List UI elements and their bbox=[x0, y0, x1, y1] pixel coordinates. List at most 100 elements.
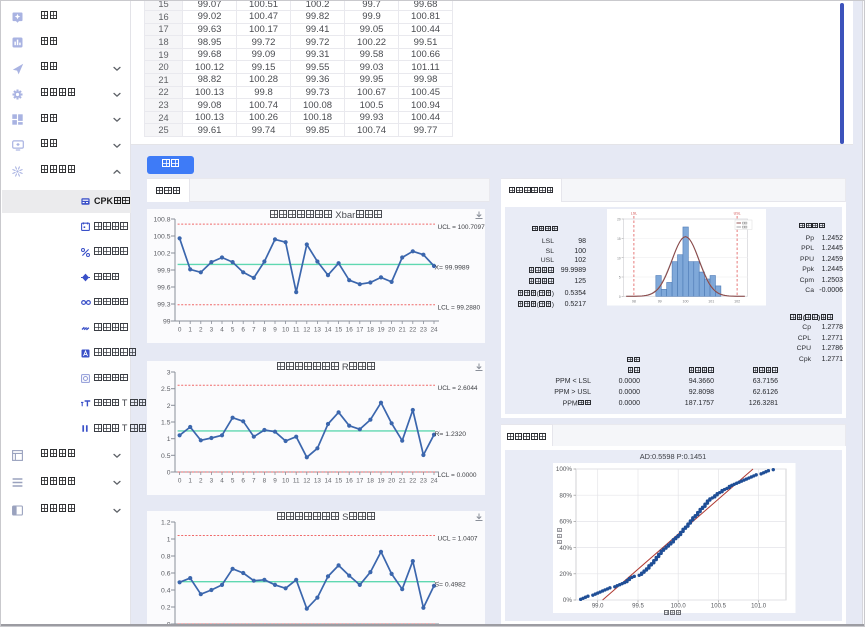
svg-text:0.2: 0.2 bbox=[161, 605, 171, 612]
svg-text:3: 3 bbox=[210, 478, 214, 485]
svg-text:S= 0.4982: S= 0.4982 bbox=[435, 582, 466, 589]
svg-text:4: 4 bbox=[220, 478, 224, 485]
svg-text:2: 2 bbox=[167, 403, 171, 410]
svg-text:5: 5 bbox=[619, 276, 621, 280]
svg-text:0: 0 bbox=[619, 295, 621, 299]
svg-text:12: 12 bbox=[303, 478, 311, 485]
svg-text:8: 8 bbox=[263, 327, 267, 334]
svg-text:11: 11 bbox=[293, 478, 300, 485]
svg-text:99.6: 99.6 bbox=[157, 285, 170, 292]
svg-text:12: 12 bbox=[303, 327, 311, 334]
svg-text:102: 102 bbox=[734, 299, 740, 303]
svg-text:80%: 80% bbox=[559, 492, 572, 499]
svg-text:21: 21 bbox=[399, 478, 407, 485]
svg-text:18: 18 bbox=[367, 478, 375, 485]
svg-text:24: 24 bbox=[430, 327, 438, 334]
svg-text:2: 2 bbox=[199, 478, 203, 485]
svg-text:20: 20 bbox=[388, 478, 396, 485]
svg-text:LSL: LSL bbox=[631, 211, 637, 215]
svg-text:0.5: 0.5 bbox=[161, 453, 171, 460]
svg-text:15: 15 bbox=[335, 478, 343, 485]
svg-text:1: 1 bbox=[167, 537, 171, 544]
svg-text:100.5: 100.5 bbox=[711, 604, 727, 610]
svg-text:5: 5 bbox=[231, 478, 235, 485]
svg-text:3: 3 bbox=[167, 370, 171, 377]
svg-text:100.5: 100.5 bbox=[153, 234, 170, 241]
svg-text:23: 23 bbox=[420, 478, 428, 485]
svg-text:5: 5 bbox=[231, 327, 235, 334]
svg-text:0: 0 bbox=[178, 478, 182, 485]
svg-text:0: 0 bbox=[178, 327, 182, 334]
svg-text:99.3: 99.3 bbox=[157, 302, 170, 309]
svg-text:21: 21 bbox=[399, 327, 407, 334]
svg-text:R= 1.2320: R= 1.2320 bbox=[435, 431, 467, 438]
svg-text:2.5: 2.5 bbox=[161, 386, 171, 393]
svg-text:UCL = 1.0407: UCL = 1.0407 bbox=[438, 535, 478, 542]
svg-text:7: 7 bbox=[252, 478, 256, 485]
svg-text:22: 22 bbox=[409, 327, 417, 334]
svg-text:1: 1 bbox=[167, 436, 171, 443]
svg-text:7: 7 bbox=[252, 327, 256, 334]
svg-text:16: 16 bbox=[346, 478, 354, 485]
svg-text:10: 10 bbox=[282, 327, 290, 334]
svg-text:24: 24 bbox=[430, 478, 438, 485]
svg-text:100: 100 bbox=[682, 299, 688, 303]
svg-text:1.2: 1.2 bbox=[161, 520, 171, 527]
svg-text:99.0: 99.0 bbox=[592, 604, 604, 610]
svg-text:14: 14 bbox=[324, 327, 332, 334]
svg-text:14: 14 bbox=[324, 478, 332, 485]
svg-text:15: 15 bbox=[617, 237, 621, 241]
svg-text:11: 11 bbox=[293, 327, 300, 334]
svg-text:0: 0 bbox=[167, 470, 171, 477]
svg-text:23: 23 bbox=[420, 327, 428, 334]
svg-text:99.9: 99.9 bbox=[157, 268, 170, 275]
svg-text:99: 99 bbox=[658, 299, 662, 303]
svg-text:0: 0 bbox=[167, 622, 171, 627]
svg-text:8: 8 bbox=[263, 478, 267, 485]
svg-text:100.2: 100.2 bbox=[153, 251, 170, 258]
svg-text:100%: 100% bbox=[556, 466, 573, 473]
svg-text:UCL = 100.7097: UCL = 100.7097 bbox=[438, 224, 486, 231]
svg-text:22: 22 bbox=[409, 478, 417, 485]
svg-text:6: 6 bbox=[241, 327, 245, 334]
svg-text:0%: 0% bbox=[563, 597, 573, 604]
svg-text:LCL = 0.0000: LCL = 0.0000 bbox=[438, 472, 477, 479]
svg-text:1: 1 bbox=[188, 327, 192, 334]
svg-text:19: 19 bbox=[377, 478, 385, 485]
svg-text:X= 99.9989: X= 99.9989 bbox=[435, 264, 470, 271]
svg-text:98: 98 bbox=[632, 299, 636, 303]
svg-text:9: 9 bbox=[273, 327, 277, 334]
svg-text:10: 10 bbox=[617, 256, 621, 260]
svg-text:19: 19 bbox=[377, 327, 385, 334]
svg-text:18: 18 bbox=[367, 327, 375, 334]
svg-text:99: 99 bbox=[163, 319, 171, 326]
svg-text:20: 20 bbox=[617, 218, 621, 222]
svg-text:6: 6 bbox=[241, 478, 245, 485]
svg-text:16: 16 bbox=[346, 327, 354, 334]
svg-text:0.6: 0.6 bbox=[161, 571, 171, 578]
svg-text:13: 13 bbox=[314, 327, 322, 334]
svg-text:15: 15 bbox=[335, 327, 343, 334]
svg-text:0.8: 0.8 bbox=[161, 554, 171, 561]
svg-text:USL: USL bbox=[734, 211, 741, 215]
svg-text:17: 17 bbox=[356, 478, 364, 485]
svg-text:40%: 40% bbox=[559, 545, 572, 552]
svg-text:LCL = 99.2880: LCL = 99.2880 bbox=[438, 305, 481, 312]
svg-text:2: 2 bbox=[199, 327, 203, 334]
svg-text:1.5: 1.5 bbox=[161, 420, 171, 427]
svg-text:10: 10 bbox=[282, 478, 290, 485]
svg-text:13: 13 bbox=[314, 478, 322, 485]
svg-text:100.8: 100.8 bbox=[153, 217, 170, 224]
svg-text:20: 20 bbox=[388, 327, 396, 334]
svg-text:17: 17 bbox=[356, 327, 364, 334]
svg-text:0.4: 0.4 bbox=[161, 588, 171, 595]
svg-text:UCL = 2.6044: UCL = 2.6044 bbox=[438, 385, 478, 392]
svg-text:9: 9 bbox=[273, 478, 277, 485]
svg-text:3: 3 bbox=[210, 327, 214, 334]
svg-text:101.0: 101.0 bbox=[751, 604, 767, 610]
svg-text:20%: 20% bbox=[559, 571, 572, 578]
svg-text:99.5: 99.5 bbox=[632, 604, 644, 610]
svg-text:101: 101 bbox=[708, 299, 714, 303]
svg-text:1: 1 bbox=[188, 478, 192, 485]
svg-text:60%: 60% bbox=[559, 519, 572, 526]
